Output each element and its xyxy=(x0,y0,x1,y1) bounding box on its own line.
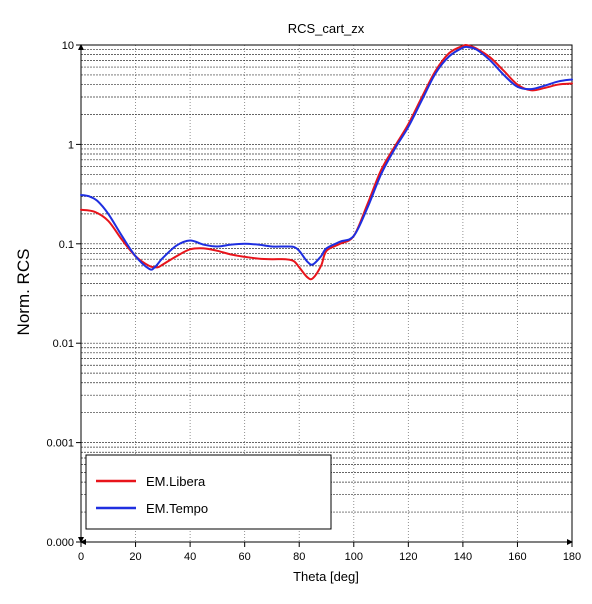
series-line-em-tempo xyxy=(80,45,573,271)
y-axis-arrow-icon xyxy=(78,537,84,543)
y-tick-label: 0.000 xyxy=(46,537,74,549)
y-tick-label: 1 xyxy=(68,139,74,151)
x-tick-label: 20 xyxy=(129,551,141,563)
legend-label-em-tempo: EM.Tempo xyxy=(146,501,208,516)
y-tick-label: 0.001 xyxy=(46,438,74,450)
legend-box xyxy=(85,454,332,530)
y-tick-label: 0.1 xyxy=(59,239,74,251)
legend: EM.Libera EM.Tempo xyxy=(85,454,332,530)
x-tick-label: 140 xyxy=(454,551,472,563)
x-tick-label: 180 xyxy=(563,551,581,563)
x-axis-label: Theta [deg] xyxy=(293,569,359,584)
x-tick-label: 160 xyxy=(508,551,526,563)
x-tick-label: 40 xyxy=(184,551,196,563)
legend-label-em-libera: EM.Libera xyxy=(146,474,206,489)
x-tick-label: 100 xyxy=(345,551,363,563)
series-layer xyxy=(80,44,573,281)
y-tick-label: 0.01 xyxy=(53,338,74,350)
plot-frame xyxy=(80,44,573,543)
y-tick-label: 10 xyxy=(62,40,74,52)
x-tick-label: 60 xyxy=(239,551,251,563)
x-tick-label: 0 xyxy=(78,551,84,563)
axes: 0 20 40 60 80 100 120 140 160 180 0.000 0.001 0.01 0.… xyxy=(46,40,581,563)
x-tick-label: 120 xyxy=(399,551,417,563)
x-tick-label: 80 xyxy=(293,551,305,563)
grid xyxy=(81,44,572,542)
y-axis-label: Norm. RCS xyxy=(14,249,33,336)
y-axis-arrow-icon xyxy=(78,44,84,50)
x-axis-arrow-icon xyxy=(80,539,86,545)
x-axis-arrow-icon xyxy=(567,539,573,545)
chart-title: RCS_cart_zx xyxy=(288,21,365,36)
